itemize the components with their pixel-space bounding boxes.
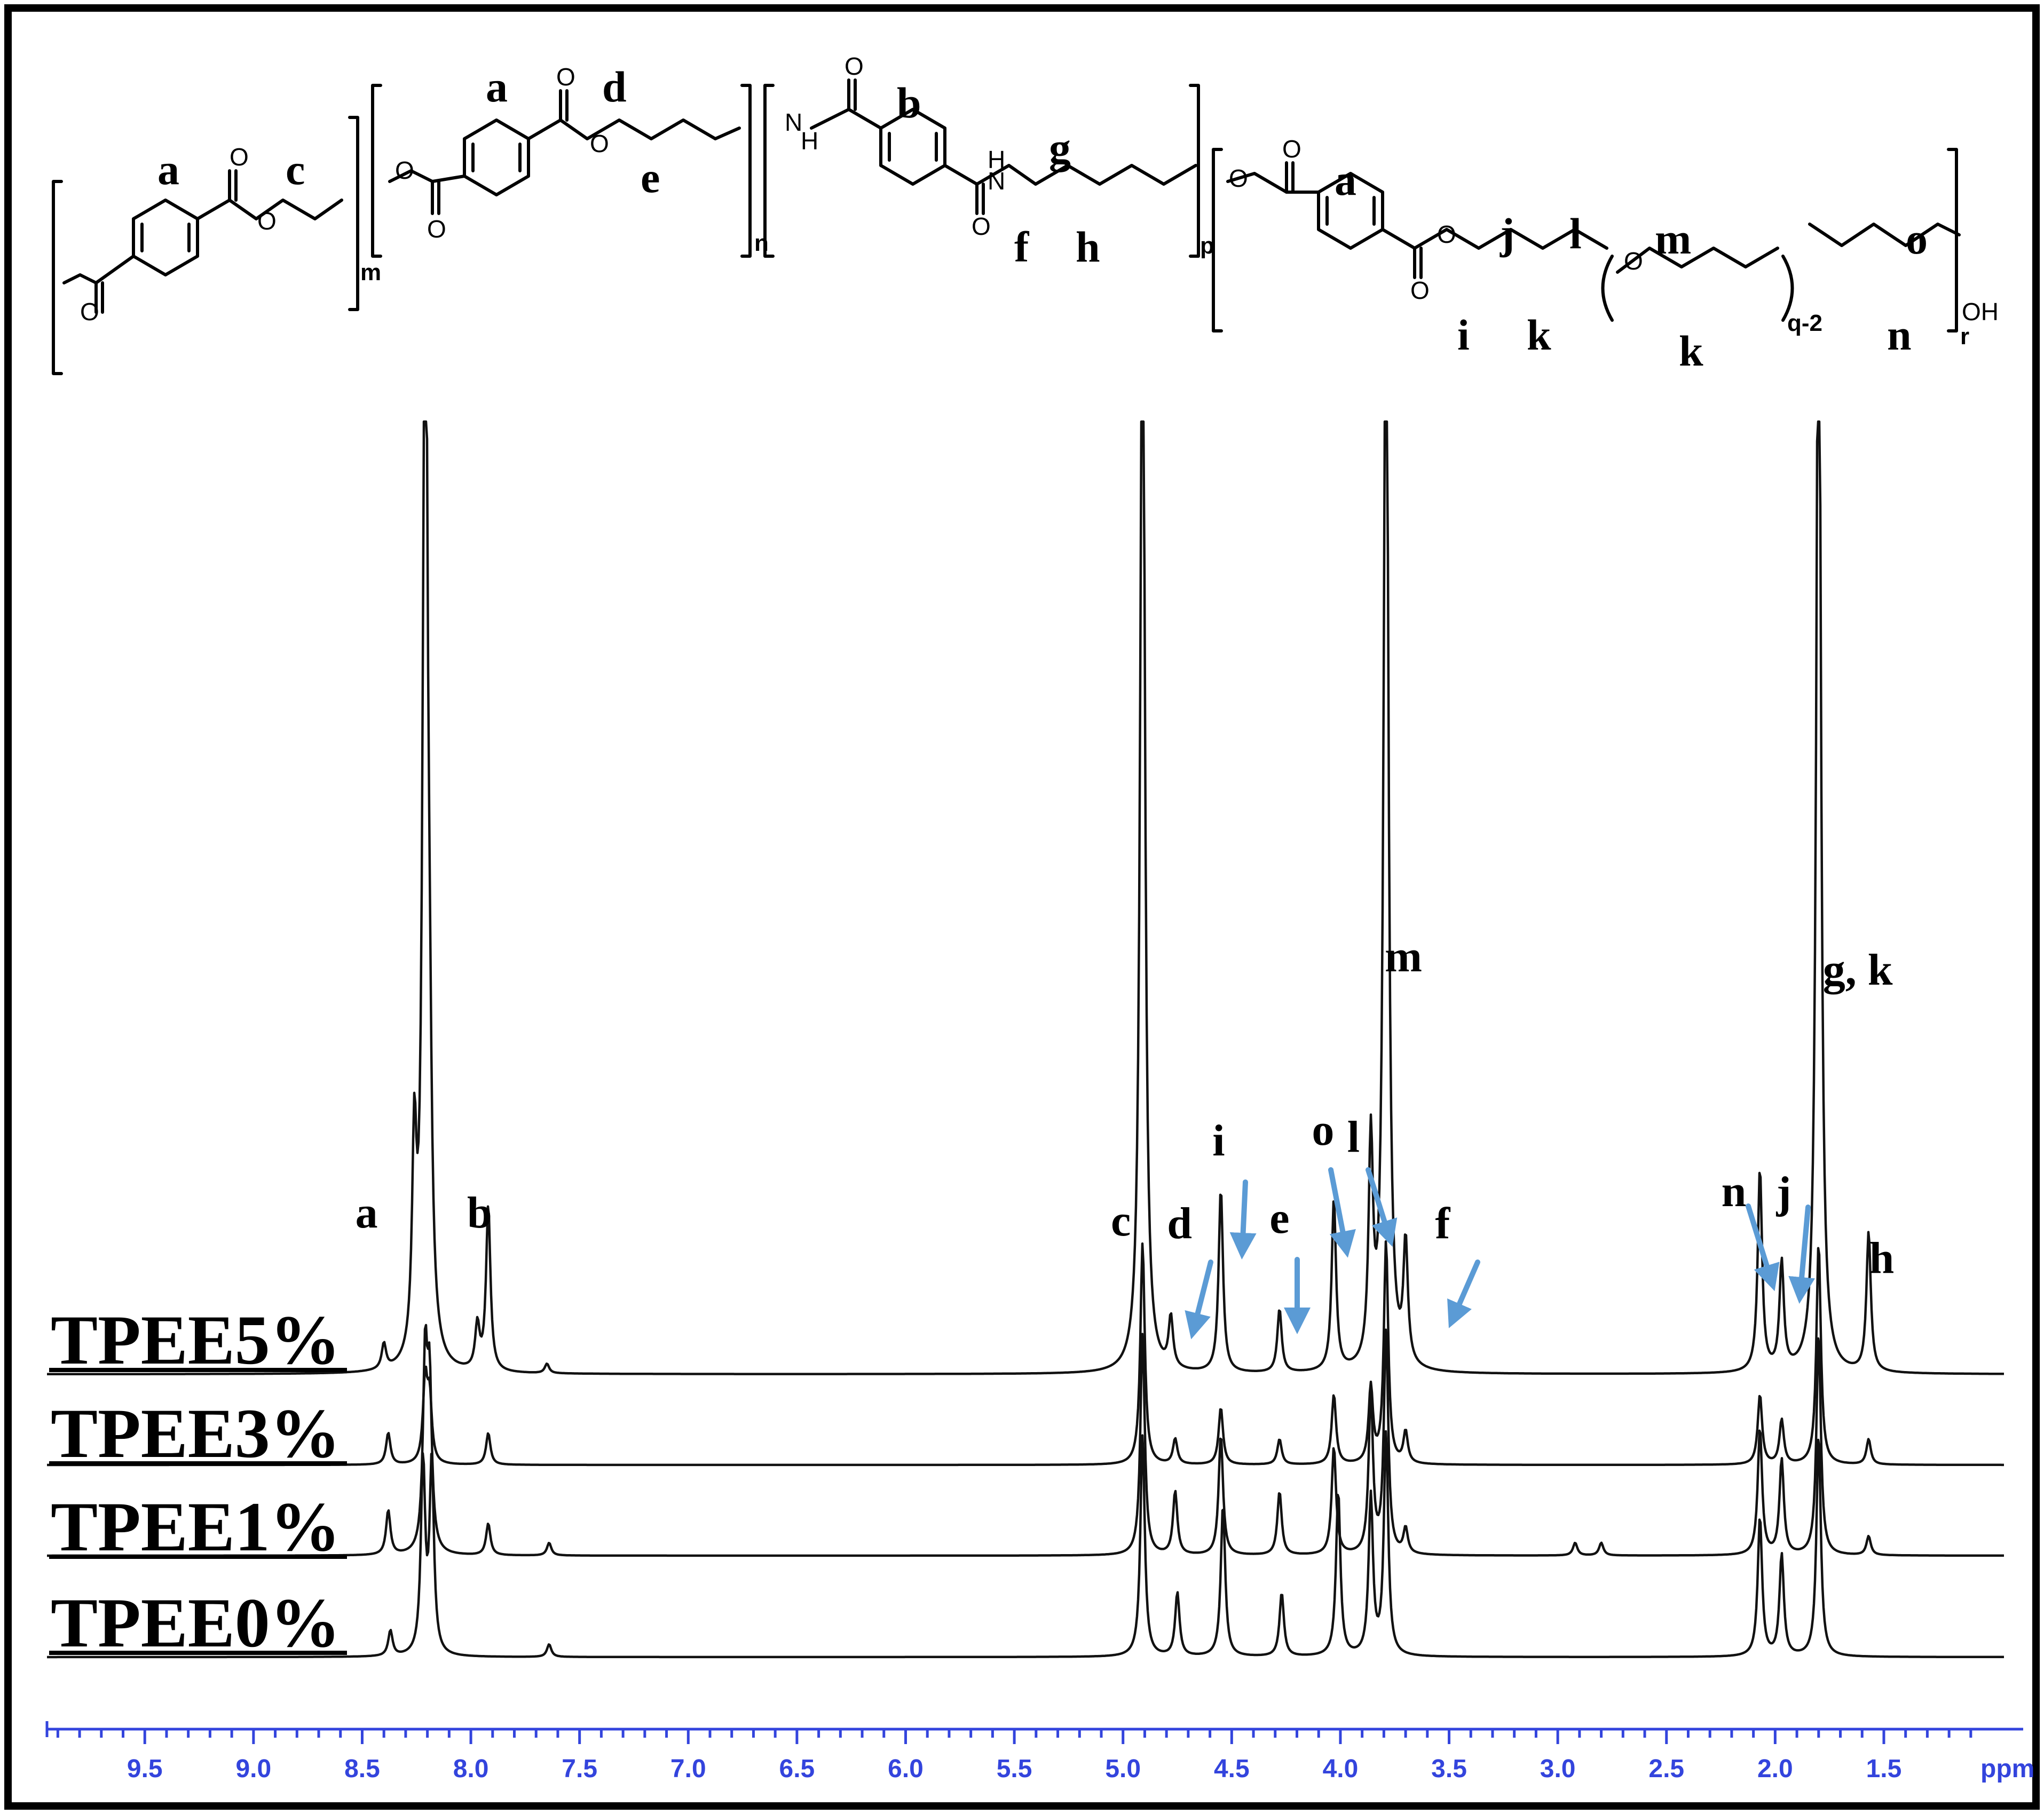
proton-label: k: [1679, 327, 1703, 375]
proton-label: l: [1569, 209, 1582, 258]
spectrum-trace: [46, 1430, 2004, 1659]
peak-label: g, k: [1823, 945, 1893, 995]
atom-label: OH: [1962, 298, 1999, 326]
x-tick-label: 3.5: [1431, 1755, 1467, 1783]
x-tick-label: 7.0: [670, 1755, 706, 1783]
polymer-structure: O O O O O O O H N O N H O O O O O O OH a…: [52, 52, 1999, 375]
peak-arrow: [1366, 1167, 1398, 1247]
figure-frame: [4, 4, 2040, 1810]
peak-label: i: [1212, 1116, 1225, 1166]
proton-label: a: [486, 62, 508, 111]
atom-label: O: [845, 52, 864, 80]
atom-label: N: [988, 167, 1005, 195]
proton-label: j: [1500, 209, 1514, 258]
atom-label: O: [1229, 164, 1248, 192]
proton-label: m: [1655, 215, 1691, 263]
repeat-subscript: q-2: [1787, 310, 1822, 336]
atom-label: H: [988, 146, 1005, 173]
peak-label: h: [1869, 1233, 1895, 1283]
proton-label: k: [1527, 311, 1551, 359]
atom-label: O: [80, 298, 99, 326]
proton-label: g: [1049, 124, 1071, 172]
atom-label: O: [972, 212, 991, 240]
x-tick-label: 6.0: [888, 1755, 924, 1783]
proton-label: b: [897, 78, 921, 127]
spectrum-trace: [46, 1240, 2004, 1467]
repeat-subscript: m: [360, 259, 381, 286]
x-tick-label: 9.0: [235, 1755, 271, 1783]
peak-arrow: [1447, 1259, 1480, 1328]
peak-label: e: [1269, 1193, 1289, 1243]
series-label: TPEE0%: [51, 1583, 341, 1662]
x-tick-label: 7.5: [562, 1755, 597, 1783]
peak-arrow: [1328, 1167, 1356, 1258]
proton-label: h: [1076, 223, 1100, 271]
proton-label: a: [157, 145, 179, 194]
proton-label: o: [1906, 215, 1928, 263]
atom-label: O: [230, 143, 249, 171]
atom-label: N: [785, 108, 802, 136]
x-tick-label: 3.0: [1540, 1755, 1576, 1783]
peak-arrow: [1229, 1179, 1257, 1259]
proton-label: d: [602, 62, 627, 111]
peak-label: d: [1167, 1199, 1192, 1248]
x-tick-label: 1.5: [1866, 1755, 1902, 1783]
proton-label: n: [1887, 311, 1912, 359]
x-tick-label: 2.5: [1648, 1755, 1684, 1783]
atom-label: O: [1282, 135, 1301, 163]
atom-label: O: [257, 207, 277, 235]
peak-label: m: [1385, 932, 1422, 981]
peak-label: o: [1312, 1105, 1334, 1155]
peak-label: j: [1776, 1168, 1792, 1217]
atom-label: O: [590, 130, 609, 157]
peak-arrow: [1788, 1205, 1816, 1304]
atom-label: O: [1624, 247, 1643, 275]
repeat-subscript: n: [754, 230, 769, 256]
x-tick-label: 8.0: [453, 1755, 489, 1783]
proton-label: i: [1457, 311, 1470, 359]
series-label: TPEE1%: [51, 1487, 341, 1566]
proton-label: e: [641, 153, 660, 202]
series-label: TPEE3%: [51, 1394, 341, 1472]
atom-label: O: [1437, 220, 1456, 248]
atom-label: O: [427, 215, 446, 243]
repeat-subscript: r: [1960, 323, 1969, 350]
atom-label: H: [801, 127, 818, 155]
x-tick-label: 5.5: [997, 1755, 1032, 1783]
x-tick-label: 6.5: [779, 1755, 815, 1783]
x-tick-label: 8.5: [344, 1755, 380, 1783]
peak-arrow: [1185, 1259, 1213, 1340]
proton-label: c: [286, 145, 305, 194]
atom-label: O: [556, 63, 575, 91]
x-tick-label: 9.5: [127, 1755, 163, 1783]
x-tick-label: 5.0: [1105, 1755, 1141, 1783]
atom-label: O: [395, 156, 414, 184]
peak-label: n: [1722, 1167, 1747, 1216]
spectrum-trace: [46, 1324, 2004, 1557]
x-tick-label: 4.5: [1214, 1755, 1250, 1783]
proton-label: a: [1335, 156, 1356, 204]
peak-label: a: [356, 1188, 378, 1238]
proton-label: f: [1014, 223, 1030, 271]
x-axis-unit-label: ppm: [1980, 1755, 2034, 1783]
spectrum-trace: [46, 420, 2004, 1376]
peak-label: l: [1347, 1112, 1360, 1162]
peak-label: b: [467, 1188, 492, 1238]
x-tick-label: 4.0: [1323, 1755, 1359, 1783]
peak-label: f: [1435, 1199, 1450, 1248]
repeat-subscript: p: [1200, 233, 1214, 259]
x-tick-label: 2.0: [1757, 1755, 1793, 1783]
peak-arrow: [1746, 1203, 1780, 1292]
atom-label: O: [1410, 276, 1430, 304]
peak-label: c: [1111, 1196, 1131, 1246]
series-label: TPEE5%: [51, 1301, 341, 1379]
